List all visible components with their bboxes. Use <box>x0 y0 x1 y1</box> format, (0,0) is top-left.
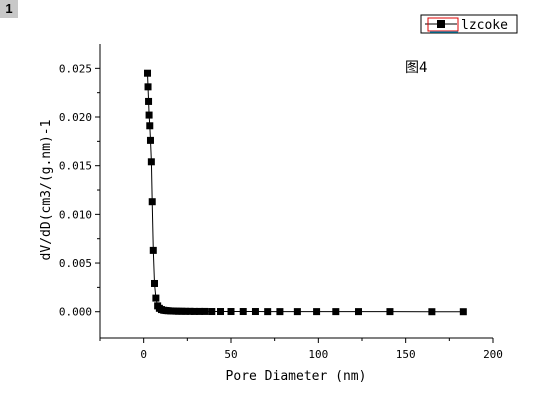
legend-box <box>420 14 518 34</box>
data-point-marker <box>147 158 155 166</box>
y-axis-label: dV/dD(cm3/(g.nm)-1 <box>39 120 54 261</box>
data-point-marker <box>182 307 190 315</box>
legend-marker-sample <box>437 20 445 28</box>
y-tick-label: 0.025 <box>59 62 92 75</box>
data-point-marker <box>293 308 301 316</box>
data-point-marker <box>217 308 225 316</box>
figure-annotation: 图4 <box>405 60 427 76</box>
data-point-marker <box>144 69 152 77</box>
data-point-marker <box>186 307 194 315</box>
legend-selection-box <box>427 17 459 32</box>
x-tick-label: 100 <box>308 348 328 361</box>
figure-number-badge: 1 <box>0 0 18 18</box>
data-point-marker <box>145 97 153 105</box>
data-point-marker <box>313 308 321 316</box>
chart-ticks: 0 50 100 150 200 0.000 0.005 0.010 0.015 0.020 0.0… <box>59 62 503 361</box>
data-point-marker <box>227 308 235 316</box>
data-point-marker <box>196 307 204 315</box>
data-point-marker <box>152 294 160 302</box>
data-point-marker <box>201 307 209 315</box>
data-point-marker <box>190 307 198 315</box>
y-tick-label: 0.005 <box>59 257 92 270</box>
data-point-marker <box>332 308 340 316</box>
data-point-marker <box>355 308 363 316</box>
data-point-marker <box>148 198 156 206</box>
x-axis-label: Pore Diameter (nm) <box>226 369 367 384</box>
data-point-marker <box>428 308 436 316</box>
data-point-marker <box>146 122 154 130</box>
legend-label: lzcoke <box>461 18 508 33</box>
data-point-marker <box>149 246 157 254</box>
chart-axes <box>99 44 493 339</box>
data-point-marker <box>264 308 272 316</box>
data-point-marker <box>459 308 467 316</box>
data-point-marker <box>239 308 247 316</box>
y-tick-label: 0.015 <box>59 160 92 173</box>
data-point-marker <box>251 308 259 316</box>
data-point-marker <box>145 111 153 119</box>
x-tick-label: 0 <box>140 348 147 361</box>
data-point-marker <box>144 83 152 91</box>
legend: lzcoke <box>420 14 518 34</box>
series-line-lzcoke <box>147 73 464 313</box>
data-point-marker <box>150 279 158 287</box>
data-point-marker <box>386 308 394 316</box>
x-tick-label: 50 <box>224 348 237 361</box>
chart-series <box>144 69 467 316</box>
data-point-marker <box>208 308 216 316</box>
x-tick-label: 200 <box>483 348 503 361</box>
data-point-marker <box>146 136 154 144</box>
y-tick-label: 0.000 <box>59 306 92 319</box>
y-tick-label: 0.010 <box>59 208 92 221</box>
y-tick-label: 0.020 <box>59 111 92 124</box>
x-tick-label: 150 <box>396 348 416 361</box>
data-point-marker <box>276 308 284 316</box>
